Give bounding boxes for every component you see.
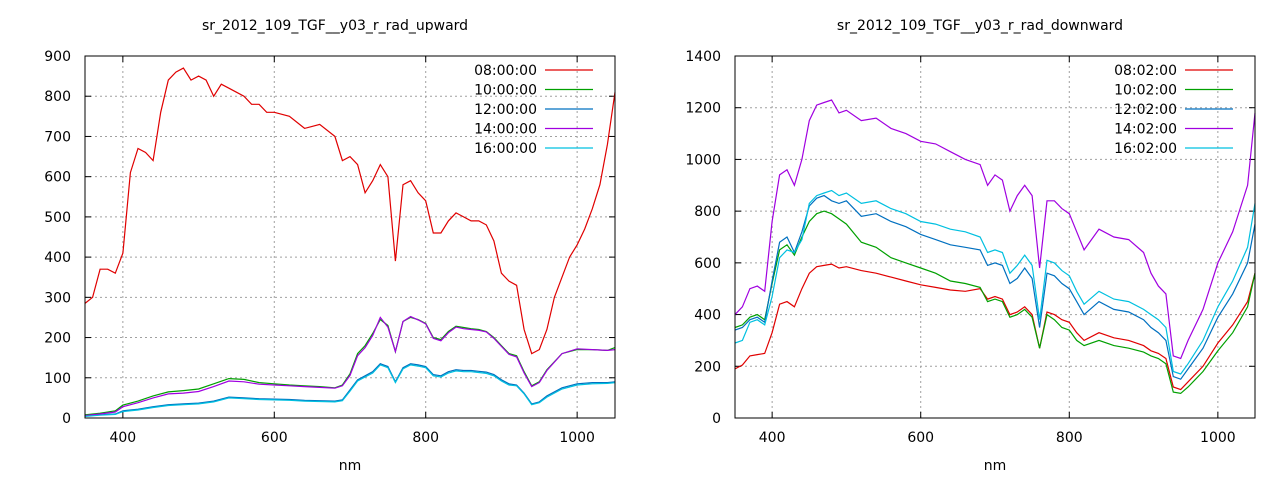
- x-tick-label: 800: [1056, 430, 1083, 446]
- y-tick-label: 0: [712, 411, 721, 427]
- x-tick-label: 1000: [559, 430, 595, 446]
- downward-radiance-chart: sr_2012_109_TGF__y03_r_rad_downward 0 200 4…: [685, 18, 1256, 474]
- series-line-3: [734, 99, 1256, 360]
- upward-radiance-chart: sr_2012_109_TGF__y03_r_rad_upward 0 100 200…: [44, 18, 616, 474]
- series-line-2: [734, 194, 1256, 380]
- y-tick-label: 800: [694, 204, 721, 220]
- series-line-4: [84, 364, 616, 417]
- y-tick-label: 600: [694, 256, 721, 272]
- y-tick-label: 200: [694, 359, 721, 375]
- x-tick-label: 600: [261, 430, 288, 446]
- y-tick-label: 400: [694, 308, 721, 324]
- y-tick-label: 400: [44, 250, 71, 266]
- x-tick-label: 600: [907, 430, 934, 446]
- y-tick-label: 700: [44, 129, 71, 145]
- x-tick-label: 400: [759, 430, 786, 446]
- x-tick-label: 1000: [1200, 430, 1236, 446]
- x-tick-label: 800: [412, 430, 439, 446]
- legend-label: 08:00:00: [474, 63, 537, 79]
- plot-frame: [84, 55, 616, 419]
- legend-label: 16:00:00: [474, 141, 537, 157]
- series-line-3: [84, 315, 616, 417]
- legend-label: 12:02:00: [1114, 102, 1177, 118]
- y-tick-label: 1000: [685, 152, 721, 168]
- legend-label: 14:02:00: [1114, 122, 1177, 138]
- series-line-1: [734, 210, 1256, 395]
- x-axis-label: nm: [984, 458, 1007, 474]
- plot-frame: [734, 55, 1256, 419]
- y-tick-label: 100: [44, 371, 71, 387]
- y-tick-label: 0: [62, 411, 71, 427]
- y-tick-label: 500: [44, 210, 71, 226]
- legend-label: 12:00:00: [474, 102, 537, 118]
- y-tick-label: 900: [44, 49, 71, 65]
- legend-label: 10:00:00: [474, 83, 537, 99]
- y-tick-label: 200: [44, 331, 71, 347]
- y-tick-label: 800: [44, 89, 71, 105]
- y-tick-label: 1400: [685, 49, 721, 65]
- series-line-4: [734, 189, 1256, 375]
- series-line-0: [734, 263, 1256, 391]
- y-tick-label: 300: [44, 290, 71, 306]
- y-tick-label: 600: [44, 170, 71, 186]
- chart-title: sr_2012_109_TGF__y03_r_rad_upward: [202, 18, 468, 34]
- legend-label: 14:00:00: [474, 122, 537, 138]
- x-tick-label: 400: [109, 430, 136, 446]
- legend-label: 10:02:00: [1114, 83, 1177, 99]
- y-tick-label: 1200: [685, 101, 721, 117]
- series-line-2: [84, 363, 616, 417]
- series-line-1: [84, 316, 616, 416]
- x-axis-label: nm: [339, 458, 362, 474]
- series-line-0: [84, 67, 616, 355]
- chart-title: sr_2012_109_TGF__y03_r_rad_downward: [837, 18, 1123, 34]
- legend-label: 16:02:00: [1114, 141, 1177, 157]
- legend-label: 08:02:00: [1114, 63, 1177, 79]
